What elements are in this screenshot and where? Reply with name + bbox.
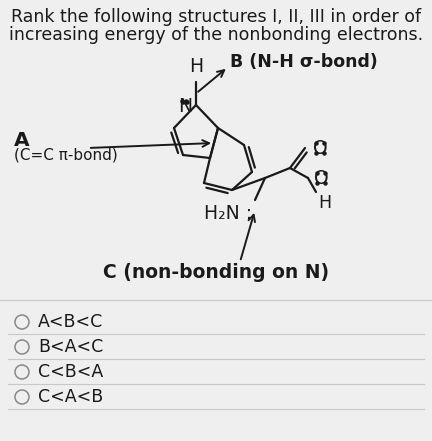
Text: increasing energy of the nonbonding electrons.: increasing energy of the nonbonding elec… — [9, 26, 423, 44]
Text: H₂N :: H₂N : — [204, 204, 252, 223]
Text: C<B<A: C<B<A — [38, 363, 103, 381]
Circle shape — [15, 340, 29, 354]
Text: C<A<B: C<A<B — [38, 388, 103, 406]
Text: C (non-bonding on N): C (non-bonding on N) — [103, 262, 329, 281]
Circle shape — [15, 390, 29, 404]
Text: B (N-H σ-bond): B (N-H σ-bond) — [230, 53, 378, 71]
Circle shape — [15, 365, 29, 379]
Text: O: O — [314, 168, 329, 187]
Text: Rank the following structures I, II, III in order of: Rank the following structures I, II, III… — [11, 8, 421, 26]
Text: B<A<C: B<A<C — [38, 338, 103, 356]
Text: A: A — [14, 131, 30, 149]
Text: A<B<C: A<B<C — [38, 313, 103, 331]
Text: (C=C π-bond): (C=C π-bond) — [14, 147, 118, 162]
Text: H: H — [189, 57, 203, 76]
Text: H: H — [318, 194, 331, 212]
Text: N: N — [178, 97, 192, 116]
Text: O: O — [313, 138, 327, 157]
Circle shape — [15, 315, 29, 329]
